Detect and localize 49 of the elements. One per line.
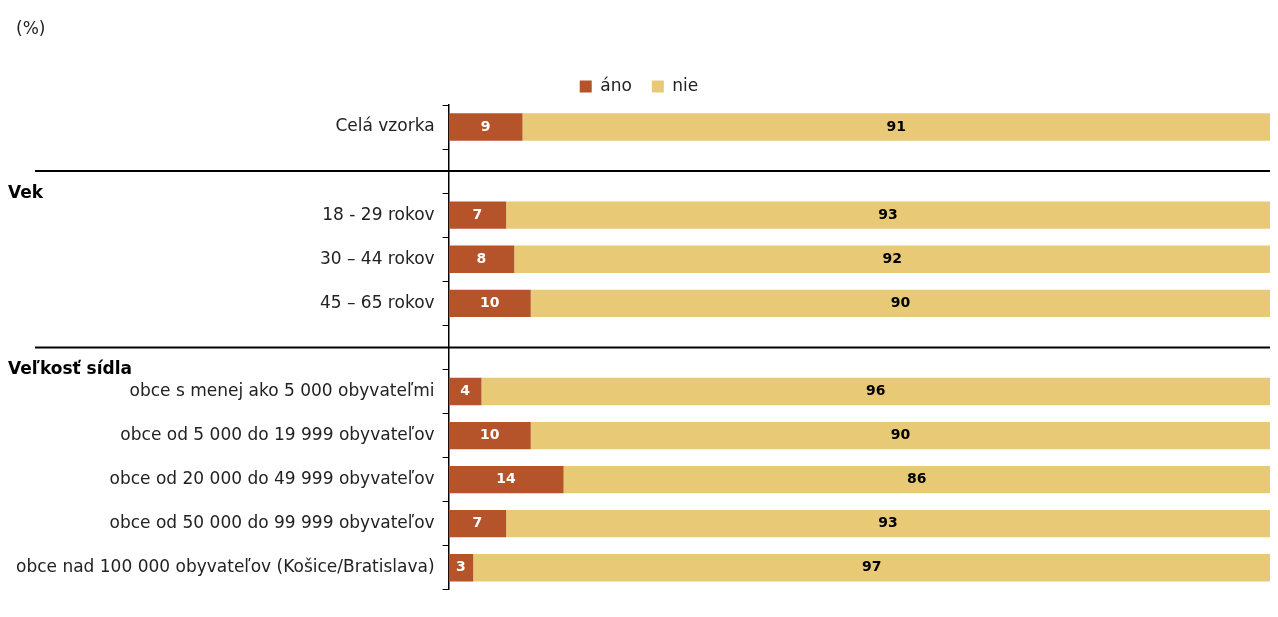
data-label: 14: [496, 470, 517, 487]
data-label: 4: [460, 382, 471, 399]
text: (%): [16, 18, 46, 39]
data-label: 92: [882, 249, 902, 266]
bar: [448, 421, 531, 450]
bar: [530, 289, 1270, 317]
data-label: 7: [472, 514, 483, 531]
data-label: 86: [907, 470, 927, 487]
y-tick-label: 18 - 29 rokov: [322, 203, 435, 224]
bar: [448, 377, 482, 406]
text: Veľkosť sídla: [8, 357, 133, 378]
data-label: 8: [476, 249, 487, 266]
data-label: 93: [878, 205, 898, 222]
y-tick-label: obce od 5 000 do 19 999 obyvateľov: [120, 423, 435, 444]
y-tick-label: obce od 50 000 do 99 999 obyvateľov: [109, 512, 435, 533]
data-label: 3: [456, 558, 466, 575]
bar: [506, 201, 1270, 229]
bar: [481, 377, 1270, 406]
bar: [448, 113, 523, 141]
data-label: 90: [890, 426, 911, 443]
bar: [514, 245, 1270, 273]
bar: [448, 289, 531, 317]
bar: [473, 554, 1270, 582]
bar: [448, 245, 515, 273]
y-tick-label: 45 – 65 rokov: [319, 291, 435, 312]
legend-label: áno: [600, 74, 632, 95]
bar: [448, 465, 564, 494]
y-tick-label: obce s menej ako 5 000 obyvateľmi: [129, 379, 435, 400]
text: Vek: [8, 181, 44, 202]
data-label: 93: [878, 514, 898, 531]
y-tick-label: obce od 20 000 do 49 999 obyvateľov: [109, 468, 435, 489]
bar: [506, 510, 1270, 538]
data-label: 10: [479, 426, 500, 443]
y-tick-label: Celá vzorka: [335, 115, 435, 136]
data-label: 9: [480, 117, 491, 134]
data-label: 90: [890, 293, 911, 310]
legend-label: nie: [672, 74, 699, 95]
data-label: 97: [861, 558, 882, 575]
y-tick-label: obce nad 100 000 obyvateľov (Košice/Bratislava): [15, 556, 435, 577]
bar: [530, 421, 1270, 450]
data-label: 7: [472, 205, 483, 222]
data-label: 91: [886, 117, 907, 134]
data-label: 96: [865, 382, 886, 399]
bar: [448, 201, 507, 229]
data-label: 10: [479, 293, 500, 310]
y-tick-label: 30 – 44 rokov: [319, 247, 435, 268]
bar: [448, 510, 507, 538]
bar: [563, 465, 1270, 494]
bar: [522, 113, 1270, 141]
